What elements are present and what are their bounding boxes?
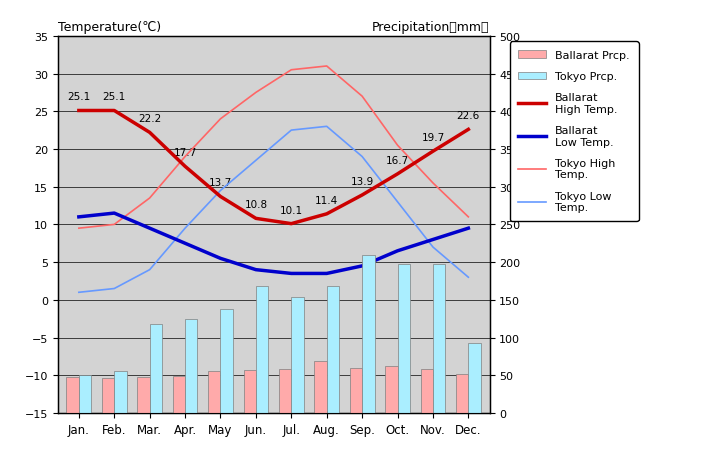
Bar <box>362 255 374 413</box>
Bar <box>315 361 327 413</box>
Text: 25.1: 25.1 <box>67 92 91 102</box>
Bar <box>433 265 446 413</box>
Bar <box>208 371 220 413</box>
Text: 22.2: 22.2 <box>138 114 161 124</box>
Legend: Ballarat Prcp., Tokyo Prcp., Ballarat
High Temp., Ballarat
Low Temp., Tokyo High: Ballarat Prcp., Tokyo Prcp., Ballarat Hi… <box>510 42 639 222</box>
Bar <box>327 286 339 413</box>
Text: 19.7: 19.7 <box>421 133 444 143</box>
Text: Temperature(℃): Temperature(℃) <box>58 21 161 34</box>
Text: 17.7: 17.7 <box>174 148 197 158</box>
Text: 11.4: 11.4 <box>315 196 338 205</box>
Bar <box>243 370 256 413</box>
Bar <box>420 369 433 413</box>
Text: 10.8: 10.8 <box>244 200 267 210</box>
Text: 10.1: 10.1 <box>280 205 303 215</box>
Bar <box>468 343 481 413</box>
Bar <box>292 297 304 413</box>
Text: Precipitation（mm）: Precipitation（mm） <box>372 21 490 34</box>
Bar <box>220 309 233 413</box>
Text: 16.7: 16.7 <box>386 156 409 165</box>
Bar <box>66 377 79 413</box>
Bar <box>456 374 468 413</box>
Bar <box>102 378 114 413</box>
Text: 25.1: 25.1 <box>103 92 126 102</box>
Bar <box>256 286 269 413</box>
Bar <box>185 319 197 413</box>
Text: 13.9: 13.9 <box>351 177 374 186</box>
Bar <box>279 369 292 413</box>
Bar <box>150 324 162 413</box>
Bar <box>173 376 185 413</box>
Bar <box>350 369 362 413</box>
Bar <box>114 371 127 413</box>
Bar <box>385 366 397 413</box>
Bar <box>397 265 410 413</box>
Text: 22.6: 22.6 <box>456 111 480 121</box>
Text: 13.7: 13.7 <box>209 178 232 188</box>
Bar <box>79 375 91 413</box>
Bar <box>138 377 150 413</box>
